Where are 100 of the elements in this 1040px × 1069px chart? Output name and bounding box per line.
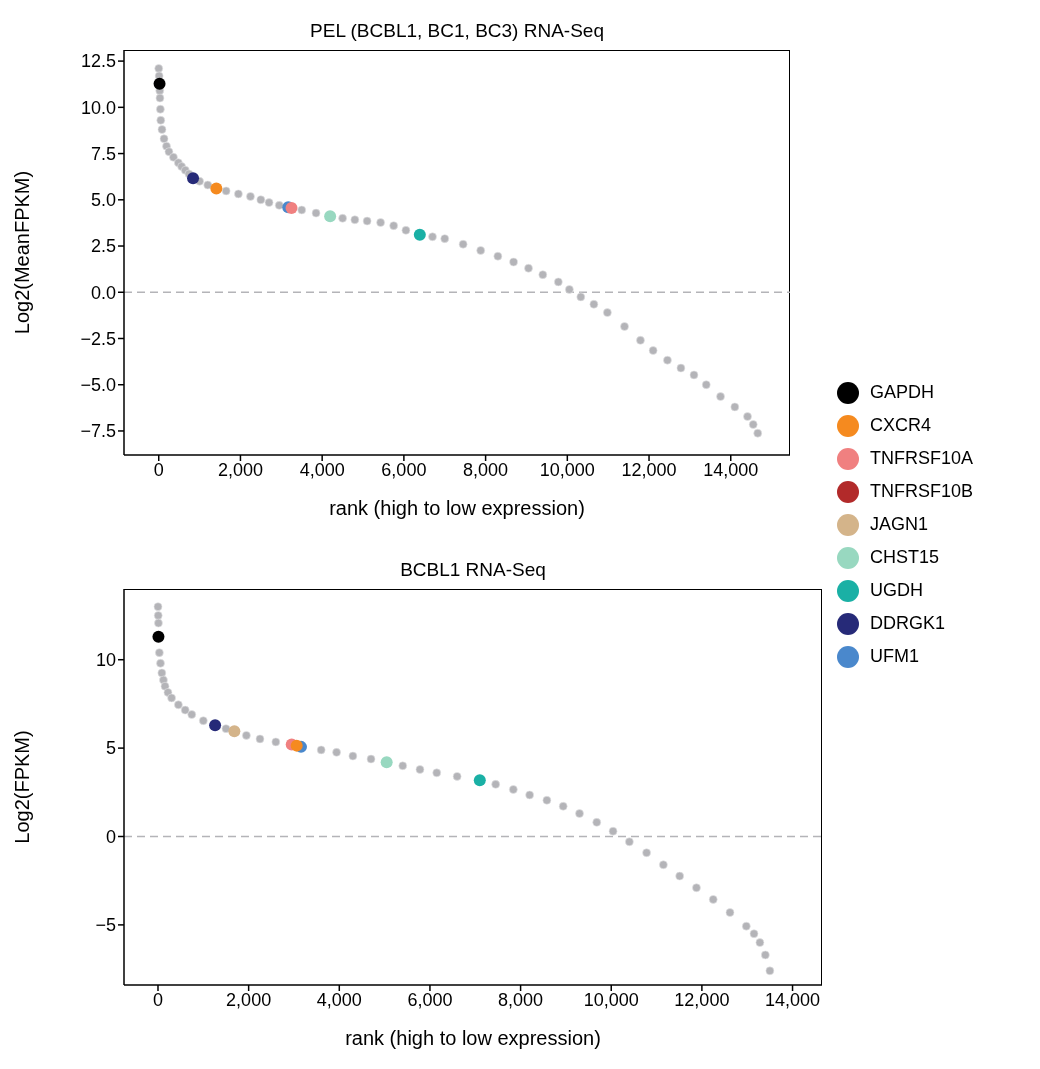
legend-label: TNFRSF10A [870,448,974,469]
legend-label: UGDH [870,580,923,601]
point [187,172,200,185]
point [152,630,165,643]
point [234,189,243,199]
point [524,263,533,273]
point [338,213,347,223]
point [576,292,586,302]
point [625,837,634,847]
point [554,277,563,287]
point [380,756,393,769]
point [156,104,165,114]
point [663,355,672,365]
point [159,134,169,144]
point [725,908,735,917]
point [701,380,711,390]
point [708,895,718,904]
point [256,195,266,205]
point [164,147,174,157]
point [187,710,197,719]
point [608,826,618,836]
y-axis-title: Log2(MeanFPKM) [11,170,34,335]
legend-label: CXCR4 [870,415,932,436]
point [156,115,166,125]
y-tick-label: 5 [105,738,116,759]
point [348,751,358,761]
point [659,860,668,870]
legend-label: CHST15 [870,547,940,568]
point [692,883,701,893]
point [167,693,176,703]
point [509,785,518,794]
point [761,950,770,960]
y-tick-label: −5 [95,915,116,936]
point [155,648,164,657]
point [493,251,503,261]
y-tick-label: 0 [105,826,116,847]
point [311,208,321,218]
point [350,215,360,225]
point [689,370,699,380]
point [415,765,425,774]
chart-title: BCBL1 RNA-Seq [399,559,547,581]
point [742,921,751,931]
x-tick-label: 10,000 [583,989,639,1010]
point [648,346,658,355]
point [362,216,372,226]
point [228,725,241,738]
point [730,402,740,412]
point [476,246,485,255]
point [452,772,462,781]
point [620,322,629,331]
legend-label: UFM1 [870,646,919,667]
legend-label: JAGN1 [870,514,929,535]
point [538,270,548,279]
point [366,754,376,764]
point [153,77,166,90]
point [716,392,725,401]
y-tick-label: 12.5 [80,51,116,72]
point [210,182,223,195]
point [169,152,178,162]
point [525,790,534,800]
x-tick-label: 8,000 [463,459,509,480]
point [242,731,251,740]
point [154,618,163,628]
point [675,871,684,881]
point [246,192,255,201]
point [221,724,231,733]
x-tick-label: 14,000 [703,459,759,480]
x-tick-label: 12,000 [621,459,677,480]
point [592,818,602,827]
point [542,795,552,805]
point [473,774,486,787]
point [153,602,163,611]
y-tick-label: 2.5 [90,236,116,257]
y-tick-label: 5.0 [90,190,116,211]
point [221,186,231,196]
point [398,761,408,771]
legend-label: TNFRSF10B [870,481,974,502]
chart-title: PEL (BCBL1, BC1, BC3) RNA-Seq [309,20,605,42]
y-tick-label: 10.0 [80,97,116,118]
point [642,848,651,858]
point [271,737,281,747]
point [389,221,398,230]
point [458,239,468,249]
point [155,93,165,103]
point [440,234,450,243]
point [575,809,584,818]
point [324,210,337,223]
point [428,232,437,242]
x-tick-label: 2,000 [217,459,263,480]
y-tick-label: −5.0 [80,375,116,396]
point [755,938,765,947]
point [589,299,599,309]
y-tick-label: 0.0 [90,282,116,303]
point [491,780,500,789]
point [156,658,165,668]
point [558,801,568,811]
x-tick-label: 0 [152,989,163,1010]
x-axis-title: rank (high to low expression) [345,1027,601,1049]
point [376,218,385,227]
x-tick-label: 0 [153,459,164,480]
